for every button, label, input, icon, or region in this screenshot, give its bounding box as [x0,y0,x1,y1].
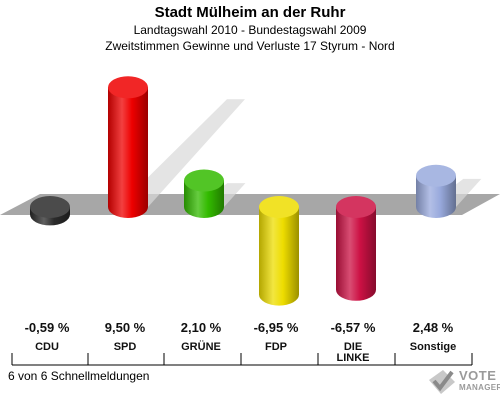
category-label-4-0: DIE [344,341,362,353]
category-label-3: FDP [265,341,287,353]
bar-cap-4 [336,196,376,218]
bar-shadow-1 [118,99,245,207]
bar-cap-5 [416,164,456,187]
bar-5 [416,175,456,218]
logo-wordmark: VOTE MANAGER [459,368,500,392]
chart-subtitle-district: Zweitstimmen Gewinne und Verluste 17 Sty… [105,39,395,53]
value-label-3: -6,95 % [254,320,299,335]
value-label-2: 2,10 % [181,320,222,335]
value-label-4: -6,57 % [331,320,376,335]
chart-subtitle-election: Landtagswahl 2010 - Bundestagswahl 2009 [133,23,367,37]
bar-cap-2 [184,169,224,192]
category-label-0: CDU [35,341,59,353]
category-label-2: GRÜNE [181,340,221,353]
chart-title: Stadt Mülheim an der Ruhr [154,4,346,21]
bar-cap-3 [259,196,299,218]
value-label-1: 9,50 % [105,320,146,335]
bar-1 [108,87,148,218]
category-label-4-1: LINKE [337,352,370,364]
reporting-status: 6 von 6 Schnellmeldungen [8,369,150,383]
ballot-check-icon [429,370,455,394]
bar-4 [336,207,376,301]
bar-3 [259,207,299,306]
category-label-1: SPD [114,341,137,353]
value-label-5: 2,48 % [413,320,454,335]
bar-cap-1 [108,76,148,99]
votemanager-logo: VOTE MANAGER [425,366,500,400]
value-label-0: -0,59 % [25,320,70,335]
category-label-5: Sonstige [410,341,456,353]
bar-cap-0 [30,196,70,218]
